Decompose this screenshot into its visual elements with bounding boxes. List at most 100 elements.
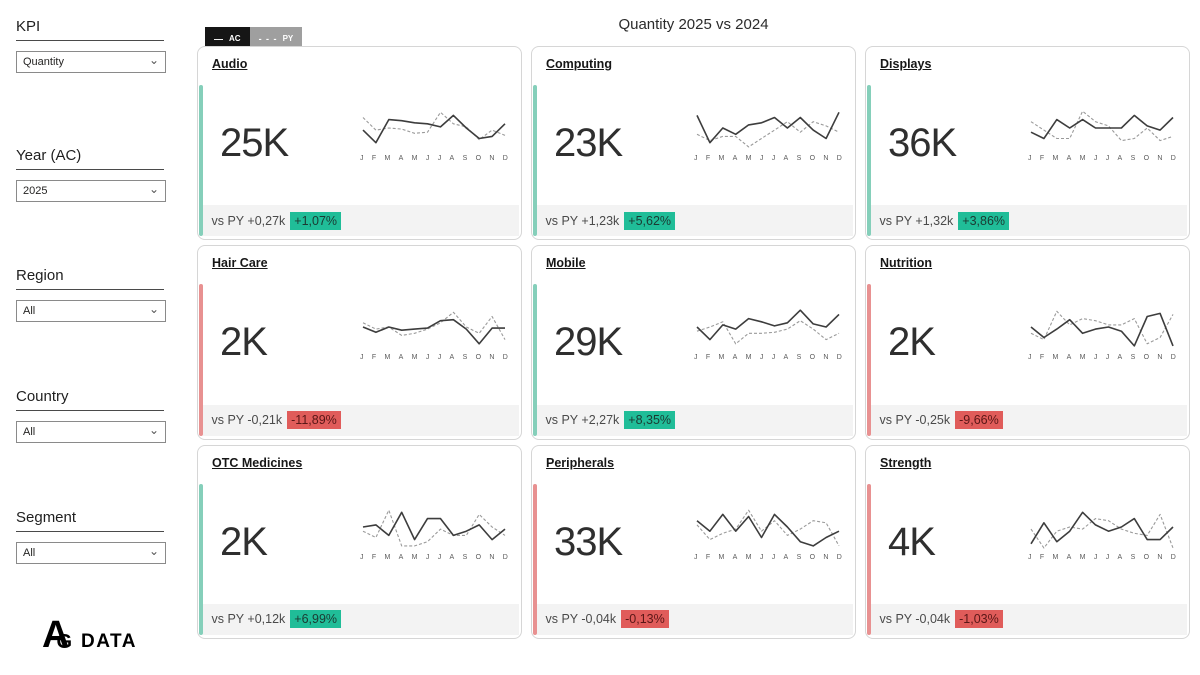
month-label: A: [783, 354, 789, 362]
chevron-down-icon: ⌄: [148, 544, 159, 558]
card-accent-bar: [199, 483, 203, 635]
sparkline-chart: [362, 509, 506, 547]
chevron-down-icon: ⌄: [148, 302, 159, 316]
card-title[interactable]: Peripherals: [546, 455, 615, 470]
segment-dropdown[interactable]: All ⌄: [16, 542, 166, 564]
card-delta-label: vs PY +0,27k: [211, 213, 286, 228]
month-label: J: [437, 354, 442, 362]
month-label: O: [475, 553, 482, 561]
card-title[interactable]: Strength: [880, 455, 932, 470]
legend-ac-button[interactable]: — AC: [205, 27, 250, 50]
month-label: J: [771, 155, 776, 162]
month-label: D: [502, 553, 508, 561]
card-title[interactable]: Computing: [546, 57, 612, 71]
card-accent-bar: [867, 85, 871, 237]
month-label: S: [796, 155, 802, 162]
month-label: J: [1093, 155, 1098, 162]
legend-ac-label: AC: [229, 34, 241, 43]
month-label: S: [796, 553, 802, 561]
card-title[interactable]: Audio: [212, 57, 248, 71]
card-accent-bar: [199, 85, 203, 237]
card-title[interactable]: Mobile: [546, 256, 586, 271]
region-dropdown[interactable]: All ⌄: [16, 300, 166, 322]
month-label: N: [489, 354, 495, 362]
month-label: A: [449, 553, 455, 561]
month-label: A: [398, 553, 404, 561]
year-dropdown[interactable]: 2025 ⌄: [16, 180, 166, 202]
card-accent-bar: [867, 284, 871, 436]
month-label: A: [1117, 553, 1123, 561]
kpi-dropdown-value: Quantity: [23, 56, 64, 68]
month-label: N: [489, 155, 495, 162]
sparkline-chart: [362, 111, 506, 144]
logo-letter-g: G: [56, 631, 73, 653]
card-delta-badge: -11,89%: [287, 411, 341, 430]
month-label: S: [462, 553, 468, 561]
card-title[interactable]: OTC Medicines: [212, 455, 303, 470]
month-label: M: [745, 155, 752, 162]
card-delta-label: vs PY +0,12k: [211, 612, 286, 627]
card-title[interactable]: Hair Care: [212, 256, 268, 271]
month-label: F: [371, 553, 377, 561]
month-label: O: [475, 155, 482, 162]
filter-region: Region All ⌄: [16, 267, 166, 322]
kpi-dropdown[interactable]: Quantity ⌄: [16, 51, 166, 73]
country-dropdown[interactable]: All ⌄: [16, 421, 166, 443]
card-delta-badge: -0,13%: [621, 610, 669, 629]
month-label: J: [771, 354, 776, 362]
month-label: J: [425, 155, 430, 162]
month-label: O: [1143, 553, 1150, 561]
sparkline-chart: [1030, 311, 1174, 348]
month-label: J: [360, 155, 364, 162]
region-dropdown-value: All: [23, 305, 36, 317]
month-label: D: [836, 553, 842, 561]
card-footer: vs PY -0,21k -11,89%: [202, 404, 519, 436]
month-label: S: [462, 155, 468, 162]
month-label: A: [732, 155, 738, 162]
card-accent-bar: [533, 85, 537, 237]
card-title[interactable]: Nutrition: [880, 256, 933, 271]
month-label: M: [1052, 155, 1059, 162]
card-title[interactable]: Displays: [880, 57, 932, 71]
month-label: D: [502, 354, 508, 362]
card-footer: vs PY -0,04k -1,03%: [870, 603, 1187, 635]
month-label: A: [398, 155, 404, 162]
legend-toggle: — AC - - - PY: [205, 27, 303, 50]
month-label: D: [1170, 155, 1176, 162]
month-label: J: [1028, 155, 1032, 162]
country-dropdown-value: All: [23, 426, 36, 438]
card-delta-badge: +3,86%: [958, 211, 1010, 230]
month-label: M: [384, 553, 391, 561]
month-label: A: [449, 354, 455, 362]
divider: [16, 410, 164, 411]
month-label: J: [360, 553, 364, 561]
legend-py-button[interactable]: - - - PY: [249, 27, 303, 50]
month-label: F: [1039, 354, 1045, 362]
month-label: D: [836, 155, 842, 162]
month-label: M: [1052, 553, 1059, 561]
month-label: A: [449, 155, 455, 162]
month-label: O: [809, 155, 816, 162]
month-label: M: [411, 553, 418, 561]
card-footer: vs PY +1,32k +3,86%: [870, 205, 1187, 237]
card-accent-bar: [199, 284, 203, 436]
month-label: M: [384, 354, 391, 362]
month-label: J: [437, 553, 442, 561]
dashed-line-icon: - - -: [258, 33, 278, 44]
